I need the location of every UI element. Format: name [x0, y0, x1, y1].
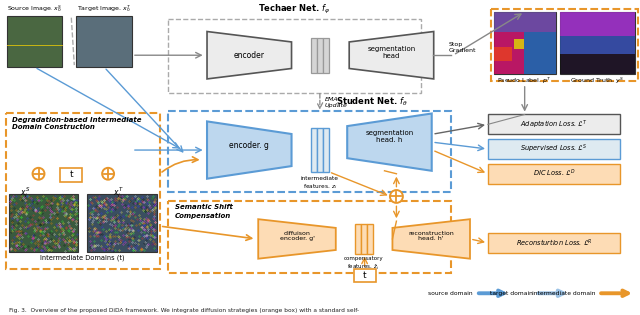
- Circle shape: [390, 190, 403, 203]
- Text: features. $\hat{z}_i$: features. $\hat{z}_i$: [348, 263, 380, 272]
- Polygon shape: [349, 32, 434, 79]
- FancyBboxPatch shape: [317, 128, 323, 172]
- Text: Target Image. $x_0^T$: Target Image. $x_0^T$: [77, 3, 131, 14]
- Text: $x_i^T$: $x_i^T$: [113, 185, 124, 199]
- Text: Semantic Shift: Semantic Shift: [175, 204, 232, 210]
- FancyBboxPatch shape: [60, 168, 83, 182]
- Text: Adaptation Loss. $\mathcal{L}^T$: Adaptation Loss. $\mathcal{L}^T$: [520, 118, 588, 130]
- Text: Ground Truth. $y^S$: Ground Truth. $y^S$: [570, 76, 625, 86]
- FancyBboxPatch shape: [9, 194, 78, 252]
- FancyBboxPatch shape: [494, 47, 512, 61]
- FancyBboxPatch shape: [367, 224, 372, 254]
- Polygon shape: [258, 219, 336, 259]
- FancyBboxPatch shape: [561, 12, 635, 37]
- Text: Techaer Net. $f_\varphi$: Techaer Net. $f_\varphi$: [258, 3, 330, 16]
- FancyBboxPatch shape: [317, 38, 323, 72]
- FancyBboxPatch shape: [488, 139, 620, 159]
- Polygon shape: [207, 32, 292, 79]
- FancyBboxPatch shape: [494, 12, 557, 32]
- Text: Fig. 3.  Overview of the proposed DiDA framework. We integrate diffusion strateg: Fig. 3. Overview of the proposed DiDA fr…: [9, 308, 359, 313]
- FancyBboxPatch shape: [354, 269, 376, 283]
- Text: Degradation-based Intermediate: Degradation-based Intermediate: [12, 117, 141, 123]
- Text: t: t: [363, 271, 367, 280]
- Text: DIC Loss. $\mathcal{L}^D$: DIC Loss. $\mathcal{L}^D$: [532, 168, 575, 180]
- FancyBboxPatch shape: [355, 224, 360, 254]
- FancyBboxPatch shape: [488, 114, 620, 134]
- FancyBboxPatch shape: [360, 224, 367, 254]
- FancyBboxPatch shape: [524, 32, 557, 74]
- Text: compensatory: compensatory: [344, 256, 383, 261]
- Text: Compensation: Compensation: [175, 213, 231, 219]
- Text: Intermediate Domains (t): Intermediate Domains (t): [40, 255, 125, 261]
- FancyBboxPatch shape: [76, 16, 132, 67]
- FancyBboxPatch shape: [561, 37, 635, 54]
- FancyBboxPatch shape: [6, 16, 62, 67]
- Text: t: t: [70, 170, 73, 179]
- Text: Pseudo Label. $p^T$: Pseudo Label. $p^T$: [497, 76, 552, 86]
- FancyBboxPatch shape: [514, 39, 524, 49]
- FancyBboxPatch shape: [561, 54, 635, 74]
- Text: intermediate domain: intermediate domain: [532, 291, 595, 296]
- Text: Reconsturtion Loss. $\mathcal{L}^R$: Reconsturtion Loss. $\mathcal{L}^R$: [516, 237, 593, 249]
- FancyBboxPatch shape: [494, 32, 524, 74]
- FancyBboxPatch shape: [488, 164, 620, 184]
- FancyBboxPatch shape: [488, 233, 620, 253]
- Text: segmentation
head: segmentation head: [367, 46, 415, 59]
- FancyBboxPatch shape: [323, 38, 329, 72]
- Circle shape: [102, 168, 114, 180]
- FancyBboxPatch shape: [323, 128, 329, 172]
- Text: $x_i^S$: $x_i^S$: [20, 185, 31, 199]
- Text: target domain: target domain: [490, 291, 532, 296]
- Circle shape: [33, 168, 44, 180]
- Text: Stop
Gradient: Stop Gradient: [449, 42, 477, 53]
- FancyBboxPatch shape: [87, 194, 157, 252]
- Text: features. $z_i$: features. $z_i$: [303, 182, 337, 191]
- Text: Domain Construction: Domain Construction: [12, 124, 95, 130]
- Text: Student Net. $f_\theta$: Student Net. $f_\theta$: [335, 95, 408, 108]
- Polygon shape: [392, 219, 470, 259]
- FancyBboxPatch shape: [494, 12, 557, 74]
- Text: EMA
Update: EMA Update: [325, 97, 348, 107]
- Text: intermediate: intermediate: [301, 176, 339, 181]
- Text: source domain: source domain: [428, 291, 473, 296]
- Text: Source Image. $x_0^S$: Source Image. $x_0^S$: [7, 3, 62, 14]
- Polygon shape: [348, 113, 432, 171]
- FancyBboxPatch shape: [311, 128, 317, 172]
- Text: diffuison
encoder. g': diffuison encoder. g': [280, 231, 314, 241]
- Text: Supervised Loss. $\mathcal{L}^S$: Supervised Loss. $\mathcal{L}^S$: [520, 143, 588, 155]
- FancyBboxPatch shape: [561, 12, 635, 74]
- Text: encoder. g: encoder. g: [229, 140, 269, 150]
- Text: reconstruction
head. h': reconstruction head. h': [408, 231, 454, 241]
- Text: segmentation
head. h: segmentation head. h: [365, 130, 413, 143]
- FancyBboxPatch shape: [311, 38, 317, 72]
- Polygon shape: [207, 121, 292, 179]
- Text: encoder: encoder: [234, 51, 265, 60]
